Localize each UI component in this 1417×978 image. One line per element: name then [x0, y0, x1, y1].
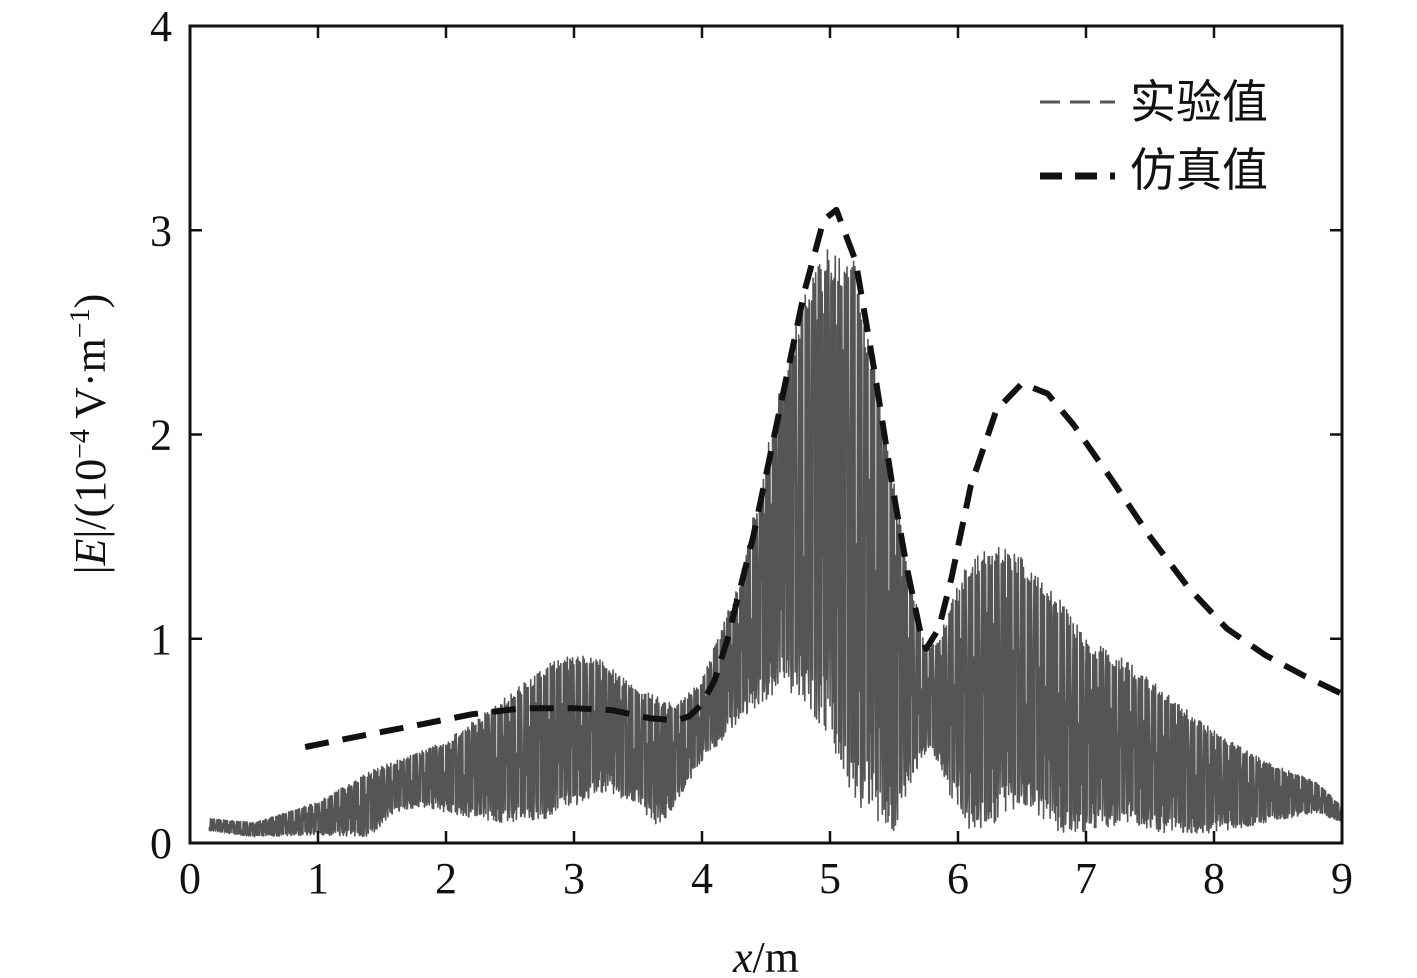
x-tick-label: 4 — [691, 854, 713, 903]
series-experimental-line — [208, 249, 1343, 838]
x-axis-ticks: 0 1 2 3 4 5 6 7 8 9 — [179, 26, 1353, 903]
x-tick-label: 5 — [819, 854, 841, 903]
x-tick-label: 1 — [307, 854, 329, 903]
y-axis-title: |E|/(10−4 V·m−1) — [65, 294, 115, 575]
legend-label-experimental: 实验值 — [1130, 75, 1268, 129]
y-tick-label: 1 — [150, 615, 172, 664]
legend: 实验值 仿真值 — [1040, 75, 1268, 197]
simulation-dashed-line — [304, 206, 1344, 750]
series-simulation-line — [304, 206, 1344, 750]
x-tick-label: 3 — [563, 854, 585, 903]
y-tick-label: 0 — [150, 819, 172, 868]
x-tick-label: 8 — [1203, 854, 1225, 903]
x-tick-label: 0 — [179, 854, 201, 903]
y-axis-ticks: 0 1 2 3 4 — [150, 2, 1342, 868]
x-tick-label: 9 — [1331, 854, 1353, 903]
y-tick-label: 3 — [150, 206, 172, 255]
x-axis-title: x/m — [732, 933, 799, 978]
x-tick-label: 2 — [435, 854, 457, 903]
y-tick-label: 4 — [150, 2, 172, 51]
experimental-trace — [208, 249, 1343, 838]
x-tick-label: 6 — [947, 854, 969, 903]
legend-label-simulation: 仿真值 — [1130, 143, 1268, 197]
y-tick-label: 2 — [150, 411, 172, 460]
x-tick-label: 7 — [1075, 854, 1097, 903]
